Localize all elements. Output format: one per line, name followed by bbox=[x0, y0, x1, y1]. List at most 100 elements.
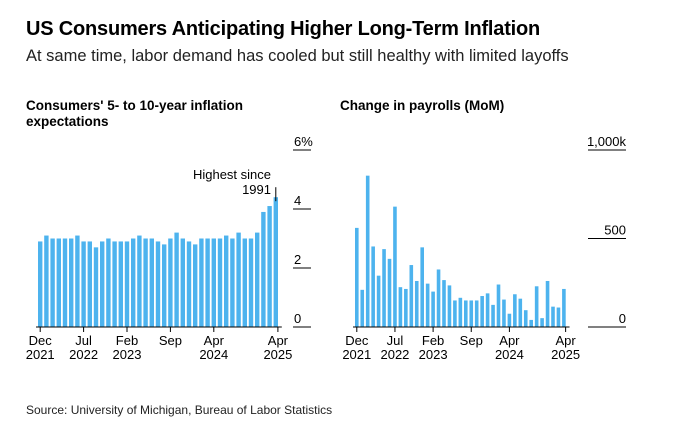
infl-bar bbox=[211, 238, 216, 327]
payroll-ytick-label: 1,000k bbox=[587, 134, 627, 149]
payroll-bar bbox=[442, 280, 446, 327]
infl-bar bbox=[205, 238, 210, 327]
infl-bar bbox=[93, 247, 99, 327]
payroll-bar bbox=[409, 265, 414, 327]
infl-bar bbox=[236, 232, 241, 327]
infl-bar bbox=[261, 211, 266, 327]
payroll-bar bbox=[556, 307, 561, 327]
infl-bar bbox=[174, 232, 179, 327]
payroll-ytick-label: 500 bbox=[604, 223, 626, 238]
infl-bar bbox=[56, 238, 61, 327]
payroll-bar bbox=[447, 285, 452, 327]
payroll-xtick-year: 2021 bbox=[342, 347, 371, 362]
right-panel-title: Change in payrolls (MoM) bbox=[340, 98, 505, 113]
payroll-xtick-month: Apr bbox=[499, 333, 520, 348]
annotation-text-line2: 1991 bbox=[242, 182, 271, 197]
payroll-ytick-label: 0 bbox=[619, 311, 626, 326]
payroll-bar bbox=[518, 298, 523, 327]
payroll-bar bbox=[360, 289, 365, 327]
infl-bar bbox=[44, 235, 49, 327]
payroll-bar bbox=[420, 247, 424, 327]
infl-bar bbox=[155, 241, 161, 327]
infl-bar bbox=[118, 241, 123, 327]
infl-bar bbox=[38, 241, 43, 327]
infl-bar bbox=[255, 232, 260, 327]
infl-bar bbox=[199, 238, 204, 327]
left-panel-title: Consumers' 5- to 10-year inflation expec… bbox=[26, 98, 244, 129]
infl-bar bbox=[112, 241, 117, 327]
payroll-xtick-year: 2025 bbox=[551, 347, 580, 362]
chart-subtitle: At same time, labor demand has cooled bu… bbox=[26, 47, 569, 65]
infl-xtick-month: Apr bbox=[204, 333, 225, 348]
payroll-bar bbox=[513, 294, 517, 327]
payroll-bar bbox=[562, 288, 566, 327]
infl-bar bbox=[230, 238, 235, 327]
payroll-bar bbox=[485, 293, 490, 327]
payroll-xtick-month: Apr bbox=[556, 333, 577, 348]
infl-bar bbox=[137, 235, 142, 327]
payroll-xtick-month: Sep bbox=[460, 333, 483, 348]
payroll-bar bbox=[436, 269, 441, 327]
infl-bar bbox=[81, 241, 86, 327]
infl-xtick-year: 2024 bbox=[199, 347, 228, 362]
payroll-bar bbox=[491, 304, 495, 327]
infl-bar bbox=[131, 238, 136, 327]
chart-title: US Consumers Anticipating Higher Long-Te… bbox=[26, 18, 541, 40]
infl-ytick-label: 2 bbox=[294, 252, 301, 267]
infl-bar bbox=[50, 238, 55, 327]
payroll-bar bbox=[523, 310, 528, 327]
payroll-bar bbox=[393, 206, 397, 327]
infl-bar bbox=[162, 244, 167, 327]
payroll-bar bbox=[540, 318, 544, 327]
infl-xtick-year: 2023 bbox=[113, 347, 142, 362]
payroll-bar bbox=[371, 246, 375, 327]
payroll-bar bbox=[480, 296, 484, 327]
payroll-bar bbox=[404, 288, 408, 327]
payroll-bar bbox=[534, 286, 539, 327]
payroll-xtick-year: 2022 bbox=[380, 347, 409, 362]
payroll-bar bbox=[551, 306, 555, 327]
infl-bar bbox=[186, 241, 192, 327]
payroll-bar bbox=[382, 249, 386, 327]
infl-xtick-year: 2021 bbox=[26, 347, 55, 362]
infl-bar bbox=[248, 238, 254, 327]
payroll-xtick-month: Dec bbox=[345, 333, 369, 348]
payroll-bar bbox=[507, 313, 512, 327]
infl-xtick-month: Jul bbox=[75, 333, 92, 348]
payroll-bar bbox=[458, 297, 463, 327]
payroll-xtick-year: 2023 bbox=[419, 347, 448, 362]
infl-xtick-month: Feb bbox=[116, 333, 138, 348]
annotation-text-line1: Highest since bbox=[193, 167, 271, 182]
infl-ytick-label: 0 bbox=[294, 311, 301, 326]
infl-bar bbox=[242, 238, 247, 327]
infl-bar bbox=[168, 238, 173, 327]
payroll-xtick-month: Jul bbox=[387, 333, 404, 348]
payroll-bar bbox=[496, 284, 501, 327]
payroll-bar bbox=[387, 258, 392, 327]
payroll-bar bbox=[453, 300, 457, 327]
infl-xtick-month: Apr bbox=[268, 333, 289, 348]
payroll-bar bbox=[365, 175, 370, 327]
infl-bar bbox=[224, 235, 229, 327]
payroll-bar bbox=[545, 280, 550, 327]
payroll-bar bbox=[414, 280, 419, 327]
payroll-bar bbox=[431, 291, 435, 327]
infl-bar bbox=[217, 238, 223, 327]
infl-xtick-month: Sep bbox=[159, 333, 182, 348]
infl-bar bbox=[87, 241, 92, 327]
infl-bar bbox=[143, 238, 148, 327]
infl-bar bbox=[193, 244, 198, 327]
payroll-bar bbox=[464, 300, 468, 327]
payroll-xtick-month: Feb bbox=[422, 333, 444, 348]
infl-bar bbox=[124, 241, 130, 327]
infl-bar bbox=[149, 238, 154, 327]
infl-bar bbox=[106, 238, 111, 327]
payroll-bar bbox=[469, 300, 474, 327]
payroll-bar bbox=[474, 300, 479, 327]
infl-ytick-label: 6% bbox=[294, 134, 313, 149]
infl-bar bbox=[180, 238, 185, 327]
infl-xtick-year: 2025 bbox=[263, 347, 292, 362]
infl-bar bbox=[62, 238, 68, 327]
infl-bar bbox=[69, 238, 74, 327]
